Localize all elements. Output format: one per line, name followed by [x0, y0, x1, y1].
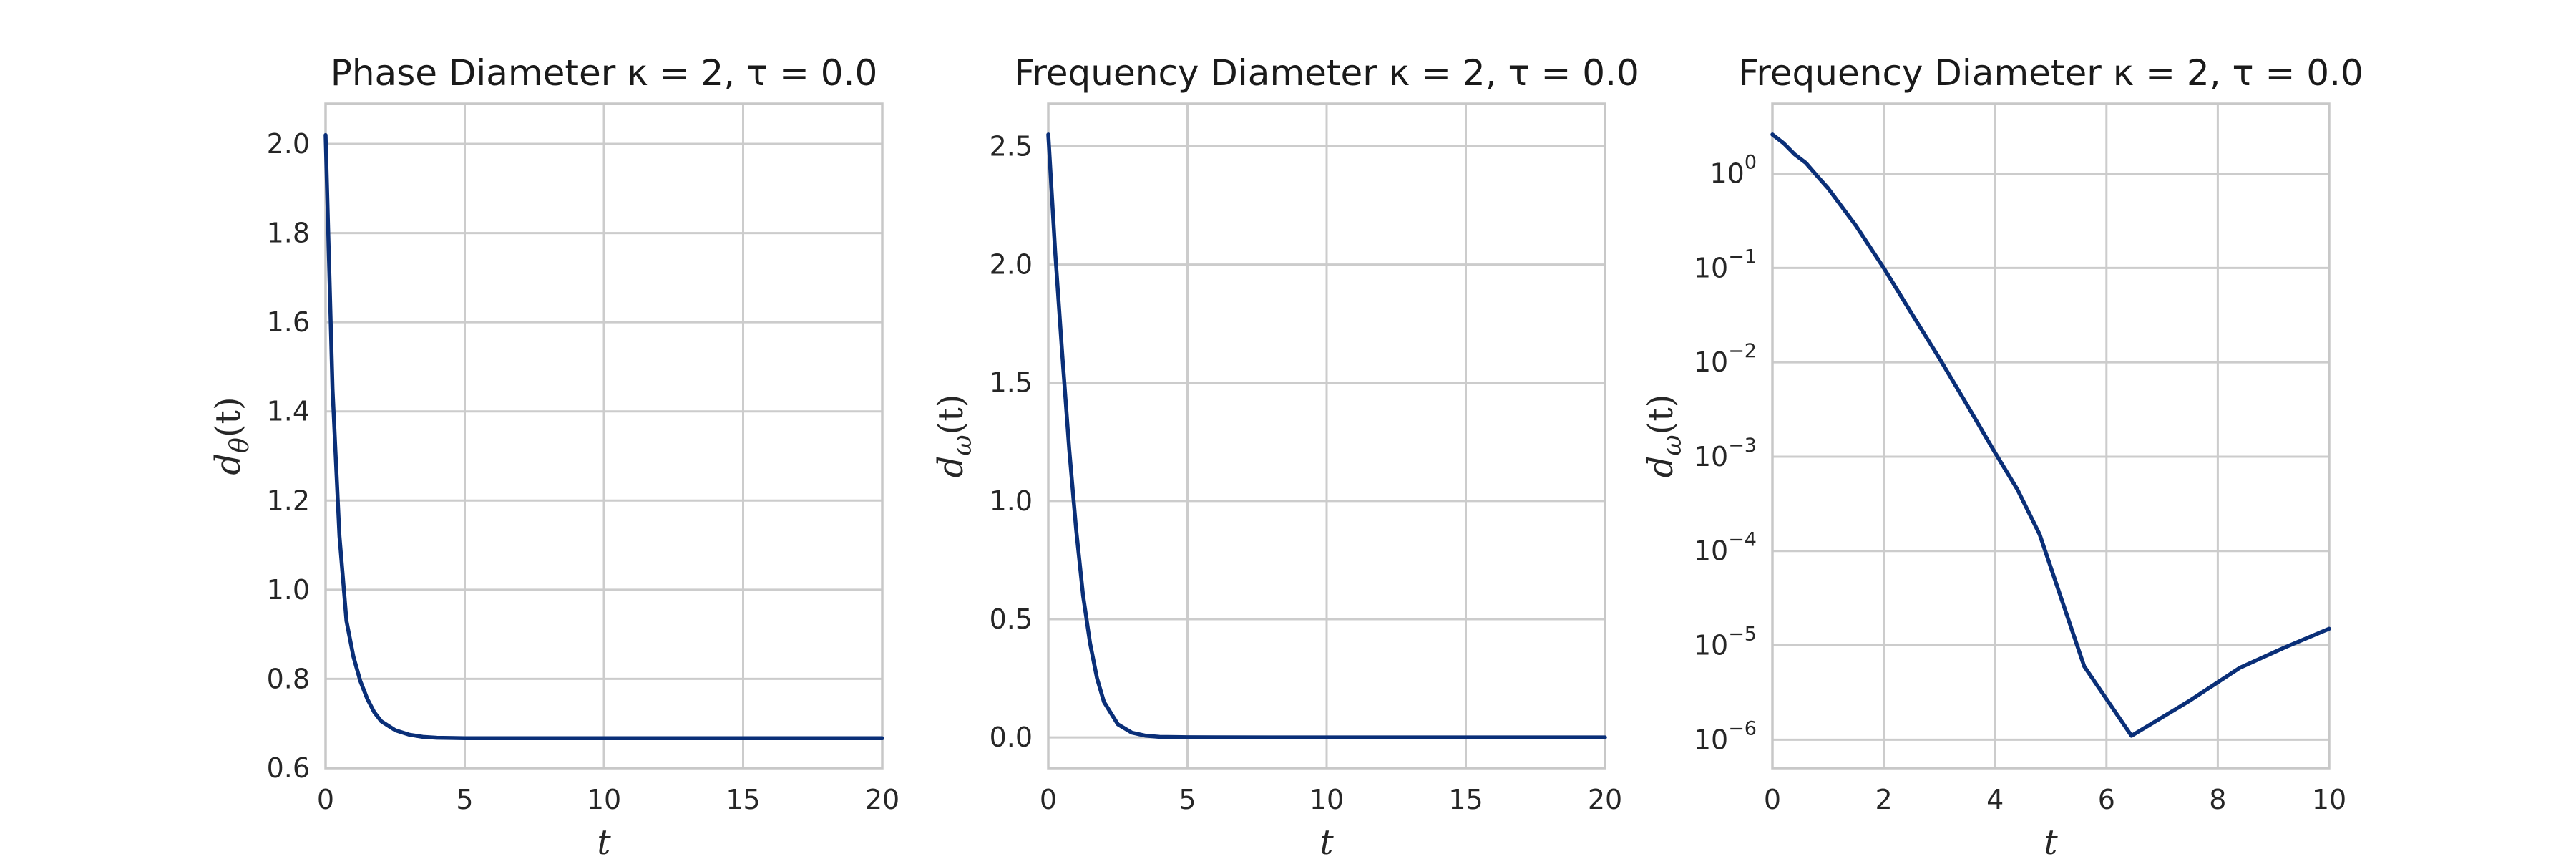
x-tick-label: 0 [1764, 784, 1781, 815]
y-tick-label: 10−5 [1694, 623, 1757, 661]
x-tick-label: 6 [2098, 784, 2115, 815]
y-tick-base: 10 [1709, 158, 1744, 190]
x-tick-label: 15 [726, 784, 760, 815]
y-tick-label: 2.0 [267, 128, 310, 160]
x-tick-label: 0 [317, 784, 334, 815]
y-axis-label: dω(t) [1641, 394, 1687, 478]
panel-1: 0 5 10 15 20 0.6 0.8 1.0 1.2 1.4 1.6 1.8 2.0 Phase Di… [208, 52, 899, 859]
series-line [323, 132, 884, 741]
y-tick-exponent: −3 [1728, 435, 1757, 457]
x-tick-label: 2 [1875, 784, 1893, 815]
y-tick-label: 1.4 [267, 396, 310, 427]
y-tick-label: 1.6 [267, 306, 310, 338]
y-tick-exponent: −4 [1728, 529, 1757, 551]
y-tick-base: 10 [1694, 630, 1728, 661]
x-axis-label: t [1319, 822, 1334, 859]
y-tick-exponent: −6 [1728, 717, 1757, 739]
y-label-subscript: ω [948, 435, 977, 455]
y-label-subscript: θ [225, 437, 255, 453]
y-label-rest: (t) [931, 394, 971, 435]
plot-frame [1047, 102, 1606, 770]
x-tick-label: 15 [1448, 784, 1483, 815]
y-tick-label: 1.0 [267, 574, 310, 606]
series-line [1770, 132, 2331, 738]
y-label-base: d [931, 456, 971, 478]
x-tick-label: 5 [456, 784, 473, 815]
y-tick-label: 1.0 [990, 485, 1033, 517]
x-tick-label: 20 [865, 784, 899, 815]
x-tick-label: 5 [1179, 784, 1196, 815]
plot-frame [324, 102, 884, 770]
y-tick-label: 1.5 [990, 367, 1033, 399]
y-tick-label: 0.5 [990, 603, 1033, 635]
y-tick-exponent: −5 [1728, 623, 1757, 646]
y-tick-label: 1.2 [267, 485, 310, 516]
y-axis-label: dθ(t) [208, 397, 255, 475]
y-label-rest: (t) [208, 397, 248, 437]
x-tick-label: 10 [587, 784, 621, 815]
panel-3: 0 2 4 6 8 1010−610−510−410−310−210−1100Freque… [1641, 52, 2363, 859]
y-tick-label: 10−1 [1694, 246, 1757, 283]
x-tick-label: 10 [2312, 784, 2346, 815]
y-label-base: d [208, 453, 248, 475]
chart-title: Frequency Diameter κ = 2, τ = 0.0 [1738, 52, 2363, 94]
y-tick-label: 10−4 [1694, 529, 1757, 567]
y-tick-exponent: −1 [1728, 246, 1757, 268]
y-tick-base: 10 [1694, 346, 1728, 378]
x-axis-label: t [2044, 822, 2058, 859]
y-label-rest: (t) [1641, 394, 1681, 435]
y-tick-label: 0.6 [267, 752, 310, 784]
plot-frame [1771, 102, 2331, 770]
y-tick-label: 10−6 [1694, 717, 1757, 755]
x-tick-label: 10 [1309, 784, 1344, 815]
y-tick-exponent: −2 [1728, 340, 1757, 362]
y-tick-label: 10−3 [1694, 435, 1757, 472]
y-tick-label: 0.0 [990, 722, 1033, 753]
y-tick-base: 10 [1694, 724, 1728, 755]
y-tick-base: 10 [1694, 535, 1728, 567]
x-axis-label: t [597, 822, 611, 859]
y-tick-label: 1.8 [267, 218, 310, 249]
y-label-subscript: ω [1658, 435, 1687, 455]
chart-title: Frequency Diameter κ = 2, τ = 0.0 [1014, 52, 1639, 94]
y-tick-base: 10 [1694, 441, 1728, 472]
x-tick-label: 8 [2209, 784, 2226, 815]
y-tick-exponent: 0 [1745, 152, 1757, 174]
y-tick-label: 10−2 [1694, 340, 1757, 378]
y-axis-label: dω(t) [931, 394, 977, 478]
y-label-base: d [1641, 456, 1681, 478]
series-line [1046, 132, 1607, 739]
y-tick-label: 0.8 [267, 663, 310, 694]
x-tick-label: 0 [1040, 784, 1057, 815]
x-tick-label: 20 [1588, 784, 1622, 815]
y-tick-label: 100 [1709, 152, 1757, 190]
y-tick-label: 2.0 [990, 249, 1033, 281]
y-tick-base: 10 [1694, 252, 1728, 283]
chart-title: Phase Diameter κ = 2, τ = 0.0 [331, 52, 878, 94]
y-tick-label: 2.5 [990, 130, 1033, 162]
x-tick-label: 4 [1986, 784, 2004, 815]
panel-2: 0 5 10 15 20 0.0 0.5 1.0 1.5 2.0 2.5 Frequency Diam… [931, 52, 1639, 859]
